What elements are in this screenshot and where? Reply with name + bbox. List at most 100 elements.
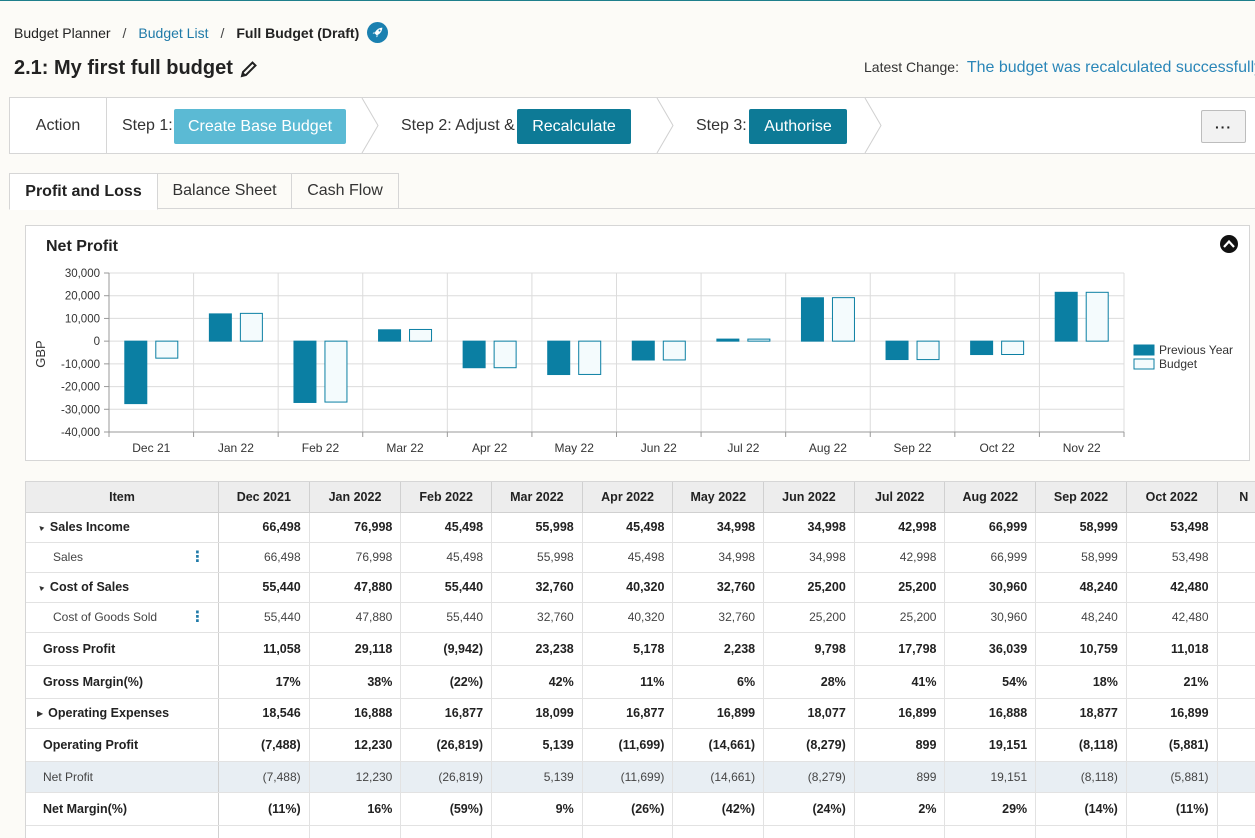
collapse-caret-icon[interactable]: ▲ — [34, 521, 47, 534]
value-cell: 18,099 — [491, 698, 583, 729]
rocket-icon[interactable] — [367, 22, 389, 43]
table-row-empty — [26, 825, 1255, 838]
table-row: Cost of Goods Sold ⋮ 55,440 47,880 55,440 32,… — [26, 602, 1255, 633]
y-tick-label: 10,000 — [65, 313, 100, 325]
bar-previous-year — [208, 313, 232, 342]
bar-previous-year — [378, 329, 402, 342]
row-label: Cost of Sales — [49, 580, 130, 594]
breadcrumb: Budget Planner / Budget List / Full Budg… — [14, 22, 389, 43]
value-cell: 45,498 — [582, 512, 674, 543]
chevron-up-icon[interactable] — [1220, 235, 1238, 253]
value-cell: 47,880 — [309, 602, 402, 633]
x-tick-label: Jan 22 — [218, 441, 254, 455]
bar-previous-year — [547, 340, 571, 376]
empty-cell — [491, 825, 583, 838]
bar-budget — [831, 297, 855, 342]
x-tick-label: Feb 22 — [302, 441, 340, 455]
row-label: Gross Margin(%) — [43, 674, 144, 689]
table-row: Operating Profit (7,488) 12,230 (26,819) 5,1… — [26, 728, 1255, 762]
row-label: Net Margin(%) — [43, 801, 128, 816]
x-tick-label: Aug 22 — [809, 441, 847, 455]
row-label-cell[interactable]: ▲ Sales Income — [26, 512, 219, 543]
value-cell: 48,240 — [1035, 602, 1127, 633]
step-divider-chevron — [864, 98, 882, 153]
value-cell: 16,877 — [400, 698, 493, 729]
value-cell: 48,240 — [1035, 572, 1127, 603]
x-tick-label: May 22 — [555, 441, 595, 455]
tab-profit-and-loss[interactable]: Profit and Loss — [9, 173, 158, 210]
value-cell: (11,699) — [582, 761, 674, 793]
breadcrumb-separator: / — [122, 24, 127, 41]
value-cell: 18,546 — [218, 698, 310, 729]
value-cell: 16,899 — [672, 698, 765, 729]
create-base-budget-button[interactable]: Create Base Budget — [174, 109, 346, 144]
value-cell: 11,058 — [218, 632, 310, 666]
empty-cell — [672, 825, 765, 838]
bar-budget — [1085, 291, 1109, 342]
column-header-month: Jan 2022 — [309, 482, 402, 513]
value-cell: 45,498 — [400, 542, 493, 573]
step-bar: Action Step 1: Create Base Budget Step 2… — [9, 97, 1255, 154]
breadcrumb-budget-list-link[interactable]: Budget List — [138, 24, 209, 41]
bar-previous-year — [462, 340, 486, 369]
step-action-label: Action — [10, 98, 107, 153]
value-cell: 28% — [763, 665, 855, 699]
column-header-item: Item — [26, 482, 219, 513]
value-cell: 899 — [854, 761, 946, 793]
empty-cell — [218, 825, 310, 838]
value-cell: 34,998 — [672, 542, 765, 573]
row-label: Operating Profit — [43, 737, 139, 752]
value-cell: (14%) — [1035, 792, 1127, 826]
value-cell: 25,200 — [854, 572, 946, 603]
value-cell: 47,880 — [309, 572, 402, 603]
value-cell: 34,998 — [672, 512, 765, 543]
value-cell: (11,699) — [582, 728, 674, 762]
tab-balance-sheet[interactable]: Balance Sheet — [157, 173, 292, 209]
more-options-button[interactable]: ··· — [1201, 110, 1246, 143]
value-cell: 12,230 — [309, 761, 402, 793]
value-cell: 30,960 — [944, 602, 1037, 633]
value-cell: 32,760 — [672, 602, 765, 633]
row-label-cell: Gross Profit — [26, 632, 219, 666]
chart-collapse-button[interactable] — [1220, 235, 1238, 253]
x-tick-label: Nov 22 — [1063, 441, 1101, 455]
value-cell: 12,230 — [309, 728, 402, 762]
value-cell: 29% — [944, 792, 1037, 826]
collapse-caret-icon[interactable]: ▲ — [34, 581, 47, 594]
latest-change: Latest Change: The budget was recalculat… — [864, 59, 1255, 77]
edit-pencil-icon[interactable] — [239, 59, 259, 79]
row-label: Operating Expenses — [48, 706, 170, 720]
row-label-cell[interactable]: ▲ Cost of Sales — [26, 572, 219, 603]
y-axis-label: GBP — [33, 340, 48, 367]
value-cell: (8,279) — [763, 761, 855, 793]
row-menu-kebab-icon[interactable]: ⋮ — [189, 548, 205, 566]
legend-swatch — [1133, 344, 1155, 356]
authorise-button[interactable]: Authorise — [749, 109, 847, 144]
profit-loss-table-wrapper: Item Dec 2021 Jan 2022 Feb 2022 Mar 2022 Apr … — [25, 481, 1255, 838]
value-cell — [1217, 728, 1255, 762]
row-menu-kebab-icon[interactable]: ⋮ — [189, 608, 205, 626]
x-tick-label: Apr 22 — [472, 441, 508, 455]
table-row: ▲ Cost of Sales 55,440 47,880 55,440 32,760 40… — [26, 572, 1255, 603]
bar-previous-year — [631, 340, 655, 361]
bar-budget — [409, 328, 433, 342]
value-cell: 18,077 — [763, 698, 855, 729]
value-cell: 29,118 — [309, 632, 402, 666]
value-cell: (22%) — [400, 665, 493, 699]
bar-budget — [493, 340, 517, 369]
row-label-cell: Net Margin(%) — [26, 792, 219, 826]
bar-previous-year — [885, 340, 909, 361]
value-cell: 16,899 — [1126, 698, 1218, 729]
empty-cell — [763, 825, 855, 838]
value-cell: 40,320 — [582, 602, 674, 633]
breadcrumb-root[interactable]: Budget Planner — [14, 24, 111, 41]
row-label-cell[interactable]: ▶ Operating Expenses — [26, 698, 219, 729]
expand-caret-icon[interactable]: ▶ — [37, 709, 44, 718]
column-header-month: Apr 2022 — [582, 482, 674, 513]
chevron-up-icon-mark[interactable] — [1223, 239, 1235, 248]
y-tick-label: 0 — [94, 336, 100, 348]
value-cell: 25,200 — [763, 572, 855, 603]
tab-cash-flow[interactable]: Cash Flow — [291, 173, 399, 209]
recalculate-button[interactable]: Recalculate — [517, 109, 631, 144]
row-label: Sales Income — [49, 520, 130, 534]
